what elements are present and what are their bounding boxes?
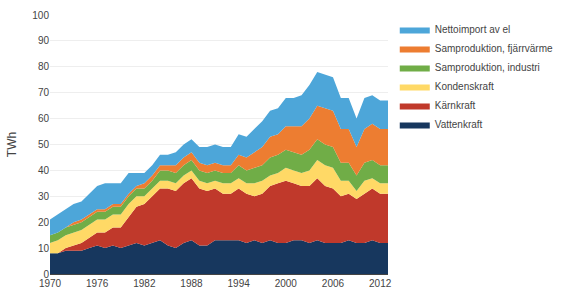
svg-text:Kärnkraft: Kärnkraft xyxy=(435,100,476,111)
svg-text:50: 50 xyxy=(38,139,50,150)
svg-text:TWh: TWh xyxy=(5,132,19,157)
svg-text:Samproduktion, fjärrvärme: Samproduktion, fjärrvärme xyxy=(435,43,553,54)
svg-text:2012: 2012 xyxy=(369,278,392,289)
svg-text:20: 20 xyxy=(38,217,50,228)
svg-text:70: 70 xyxy=(38,87,50,98)
svg-text:40: 40 xyxy=(38,165,50,176)
svg-text:2000: 2000 xyxy=(275,278,298,289)
svg-text:100: 100 xyxy=(32,10,49,21)
svg-text:Samproduktion, industri: Samproduktion, industri xyxy=(435,62,540,73)
svg-text:10: 10 xyxy=(38,243,50,254)
svg-text:2006: 2006 xyxy=(322,278,345,289)
svg-text:1994: 1994 xyxy=(228,278,251,289)
svg-text:1982: 1982 xyxy=(133,278,156,289)
svg-text:Nettoimport av el: Nettoimport av el xyxy=(435,24,511,35)
svg-text:90: 90 xyxy=(38,35,50,46)
svg-text:30: 30 xyxy=(38,191,50,202)
svg-text:Vattenkraft: Vattenkraft xyxy=(435,119,483,130)
svg-text:1988: 1988 xyxy=(180,278,203,289)
svg-text:0: 0 xyxy=(43,269,49,280)
svg-text:Kondenskraft: Kondenskraft xyxy=(435,81,494,92)
svg-text:60: 60 xyxy=(38,113,50,124)
svg-text:1976: 1976 xyxy=(86,278,109,289)
svg-text:80: 80 xyxy=(38,61,50,72)
svg-text:1970: 1970 xyxy=(39,278,62,289)
